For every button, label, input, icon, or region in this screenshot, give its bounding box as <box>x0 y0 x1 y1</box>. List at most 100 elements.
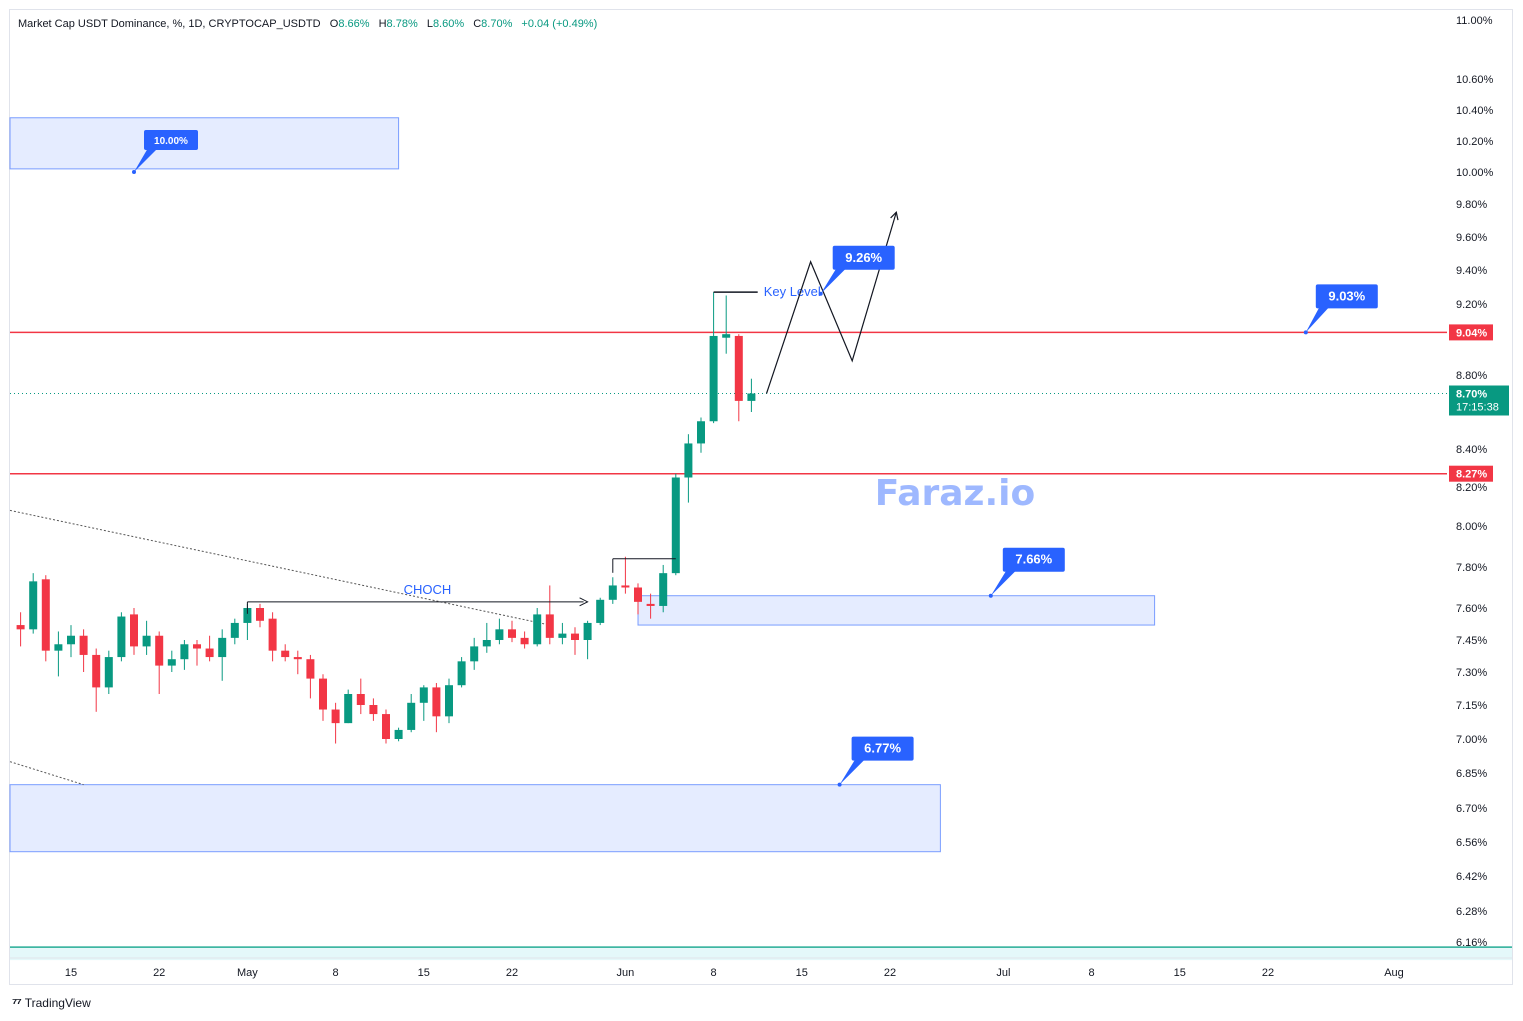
candle-body <box>457 661 466 686</box>
callout-box <box>832 245 895 270</box>
candle-body <box>319 678 327 710</box>
y-tick-label: 6.42% <box>1456 871 1487 883</box>
symbol-name[interactable]: Market Cap USDT Dominance, %, 1D, CRYPTO… <box>18 18 321 30</box>
candle-body <box>29 581 38 630</box>
candle <box>558 622 567 645</box>
x-tick-label: May <box>237 967 258 979</box>
high-label: H <box>378 18 387 30</box>
y-tick-label: 7.80% <box>1456 562 1487 574</box>
x-tick-label: 22 <box>1262 967 1274 979</box>
candle-body <box>407 702 416 730</box>
x-tick-label: 8 <box>711 967 717 979</box>
callout-dot <box>132 170 136 174</box>
candle <box>646 593 655 619</box>
candles-layer <box>16 292 756 744</box>
callout-pointer <box>820 267 847 294</box>
candle-body <box>130 614 138 647</box>
callout-dot <box>818 291 823 296</box>
level-price-tag <box>1449 465 1493 482</box>
candle-body <box>482 640 491 647</box>
zones-layer <box>9 117 1156 853</box>
candle-body <box>218 637 227 658</box>
candle-body <box>293 657 302 660</box>
x-axis: 15 22 May 8 15 22 Jun 8 15 22 Jul 8 15 22 Aug <box>10 957 1512 979</box>
callout-pointer <box>134 148 158 172</box>
candle <box>709 292 718 424</box>
candle-body <box>180 644 189 660</box>
x-tick-label: 15 <box>418 967 430 979</box>
low-label: L <box>426 18 433 30</box>
level-price-label: 9.04% <box>1456 327 1487 339</box>
candle <box>16 612 25 647</box>
candle-body <box>306 659 315 679</box>
tradingview-logo-icon: ⁷⁷ <box>12 995 22 1010</box>
x-tick-label: 8 <box>1089 967 1095 979</box>
candle <box>495 618 504 645</box>
y-tick-label: 7.45% <box>1456 635 1487 647</box>
y-tick-label: 7.60% <box>1456 603 1487 615</box>
candle <box>79 629 88 672</box>
change-value: +0.04 (+0.49%) <box>521 18 598 30</box>
candle <box>445 678 453 724</box>
candle-body <box>117 616 126 658</box>
candle-body <box>545 614 554 638</box>
candle <box>256 603 264 628</box>
watermark-text: Faraz.io <box>875 473 1036 514</box>
candle <box>268 612 277 662</box>
candle-body <box>646 603 655 606</box>
price-callout: 9.03% <box>1303 284 1378 335</box>
y-tick-label: 10.60% <box>1456 74 1494 86</box>
candle-body <box>634 587 642 602</box>
candle-body <box>256 608 264 621</box>
candle <box>344 689 353 724</box>
annotations-layer: CHOCH Key Level 10.00% 9.26% 9.03% 7.66% 6.77% <box>132 130 1378 787</box>
y-tick-label: 7.30% <box>1456 667 1487 679</box>
candle <box>117 612 126 662</box>
candle-body <box>155 635 164 666</box>
candle <box>319 674 327 721</box>
y-tick-label: 7.15% <box>1456 700 1487 712</box>
candle-body <box>394 729 403 739</box>
bottom-band <box>10 948 1512 961</box>
candle <box>193 640 201 666</box>
trendline-upper <box>9 509 550 626</box>
callout-box <box>1002 547 1065 572</box>
candle <box>155 631 164 694</box>
x-tick-label: 22 <box>884 967 896 979</box>
candle <box>482 622 491 653</box>
candle <box>659 564 668 613</box>
level-price-tag <box>1449 324 1493 341</box>
candle-body <box>16 625 25 630</box>
footer-brand[interactable]: TradingView <box>24 995 91 1010</box>
price-callout: 9.26% <box>818 245 895 296</box>
chart-frame <box>9 9 1513 985</box>
candle <box>508 620 516 643</box>
callout-pointer <box>1305 306 1330 333</box>
candle-body <box>747 393 756 401</box>
candle <box>621 556 630 594</box>
footer: ⁷⁷ TradingView <box>12 995 91 1010</box>
candle-body <box>419 687 428 703</box>
candle <box>180 640 189 670</box>
candle <box>596 597 605 626</box>
candle <box>41 575 50 662</box>
candle-body <box>722 334 731 338</box>
y-tick-label: 6.70% <box>1456 803 1487 815</box>
candle <box>382 709 390 744</box>
symbol-legend: Market Cap USDT Dominance, %, 1D, CRYPTO… <box>18 18 597 30</box>
high-value: 8.78% <box>386 18 418 30</box>
candle <box>407 694 416 733</box>
candle <box>205 635 214 662</box>
candle-body <box>243 608 252 623</box>
candle <box>306 654 315 699</box>
candle-body <box>54 644 63 651</box>
candle <box>571 627 579 655</box>
trendline-lower <box>9 761 84 786</box>
candle <box>230 618 239 645</box>
y-tick-label: 6.56% <box>1456 837 1487 849</box>
low-value: 8.60% <box>432 18 465 30</box>
candle-body <box>520 637 529 645</box>
last-price-tag <box>1449 385 1509 416</box>
candle-body <box>621 585 630 588</box>
